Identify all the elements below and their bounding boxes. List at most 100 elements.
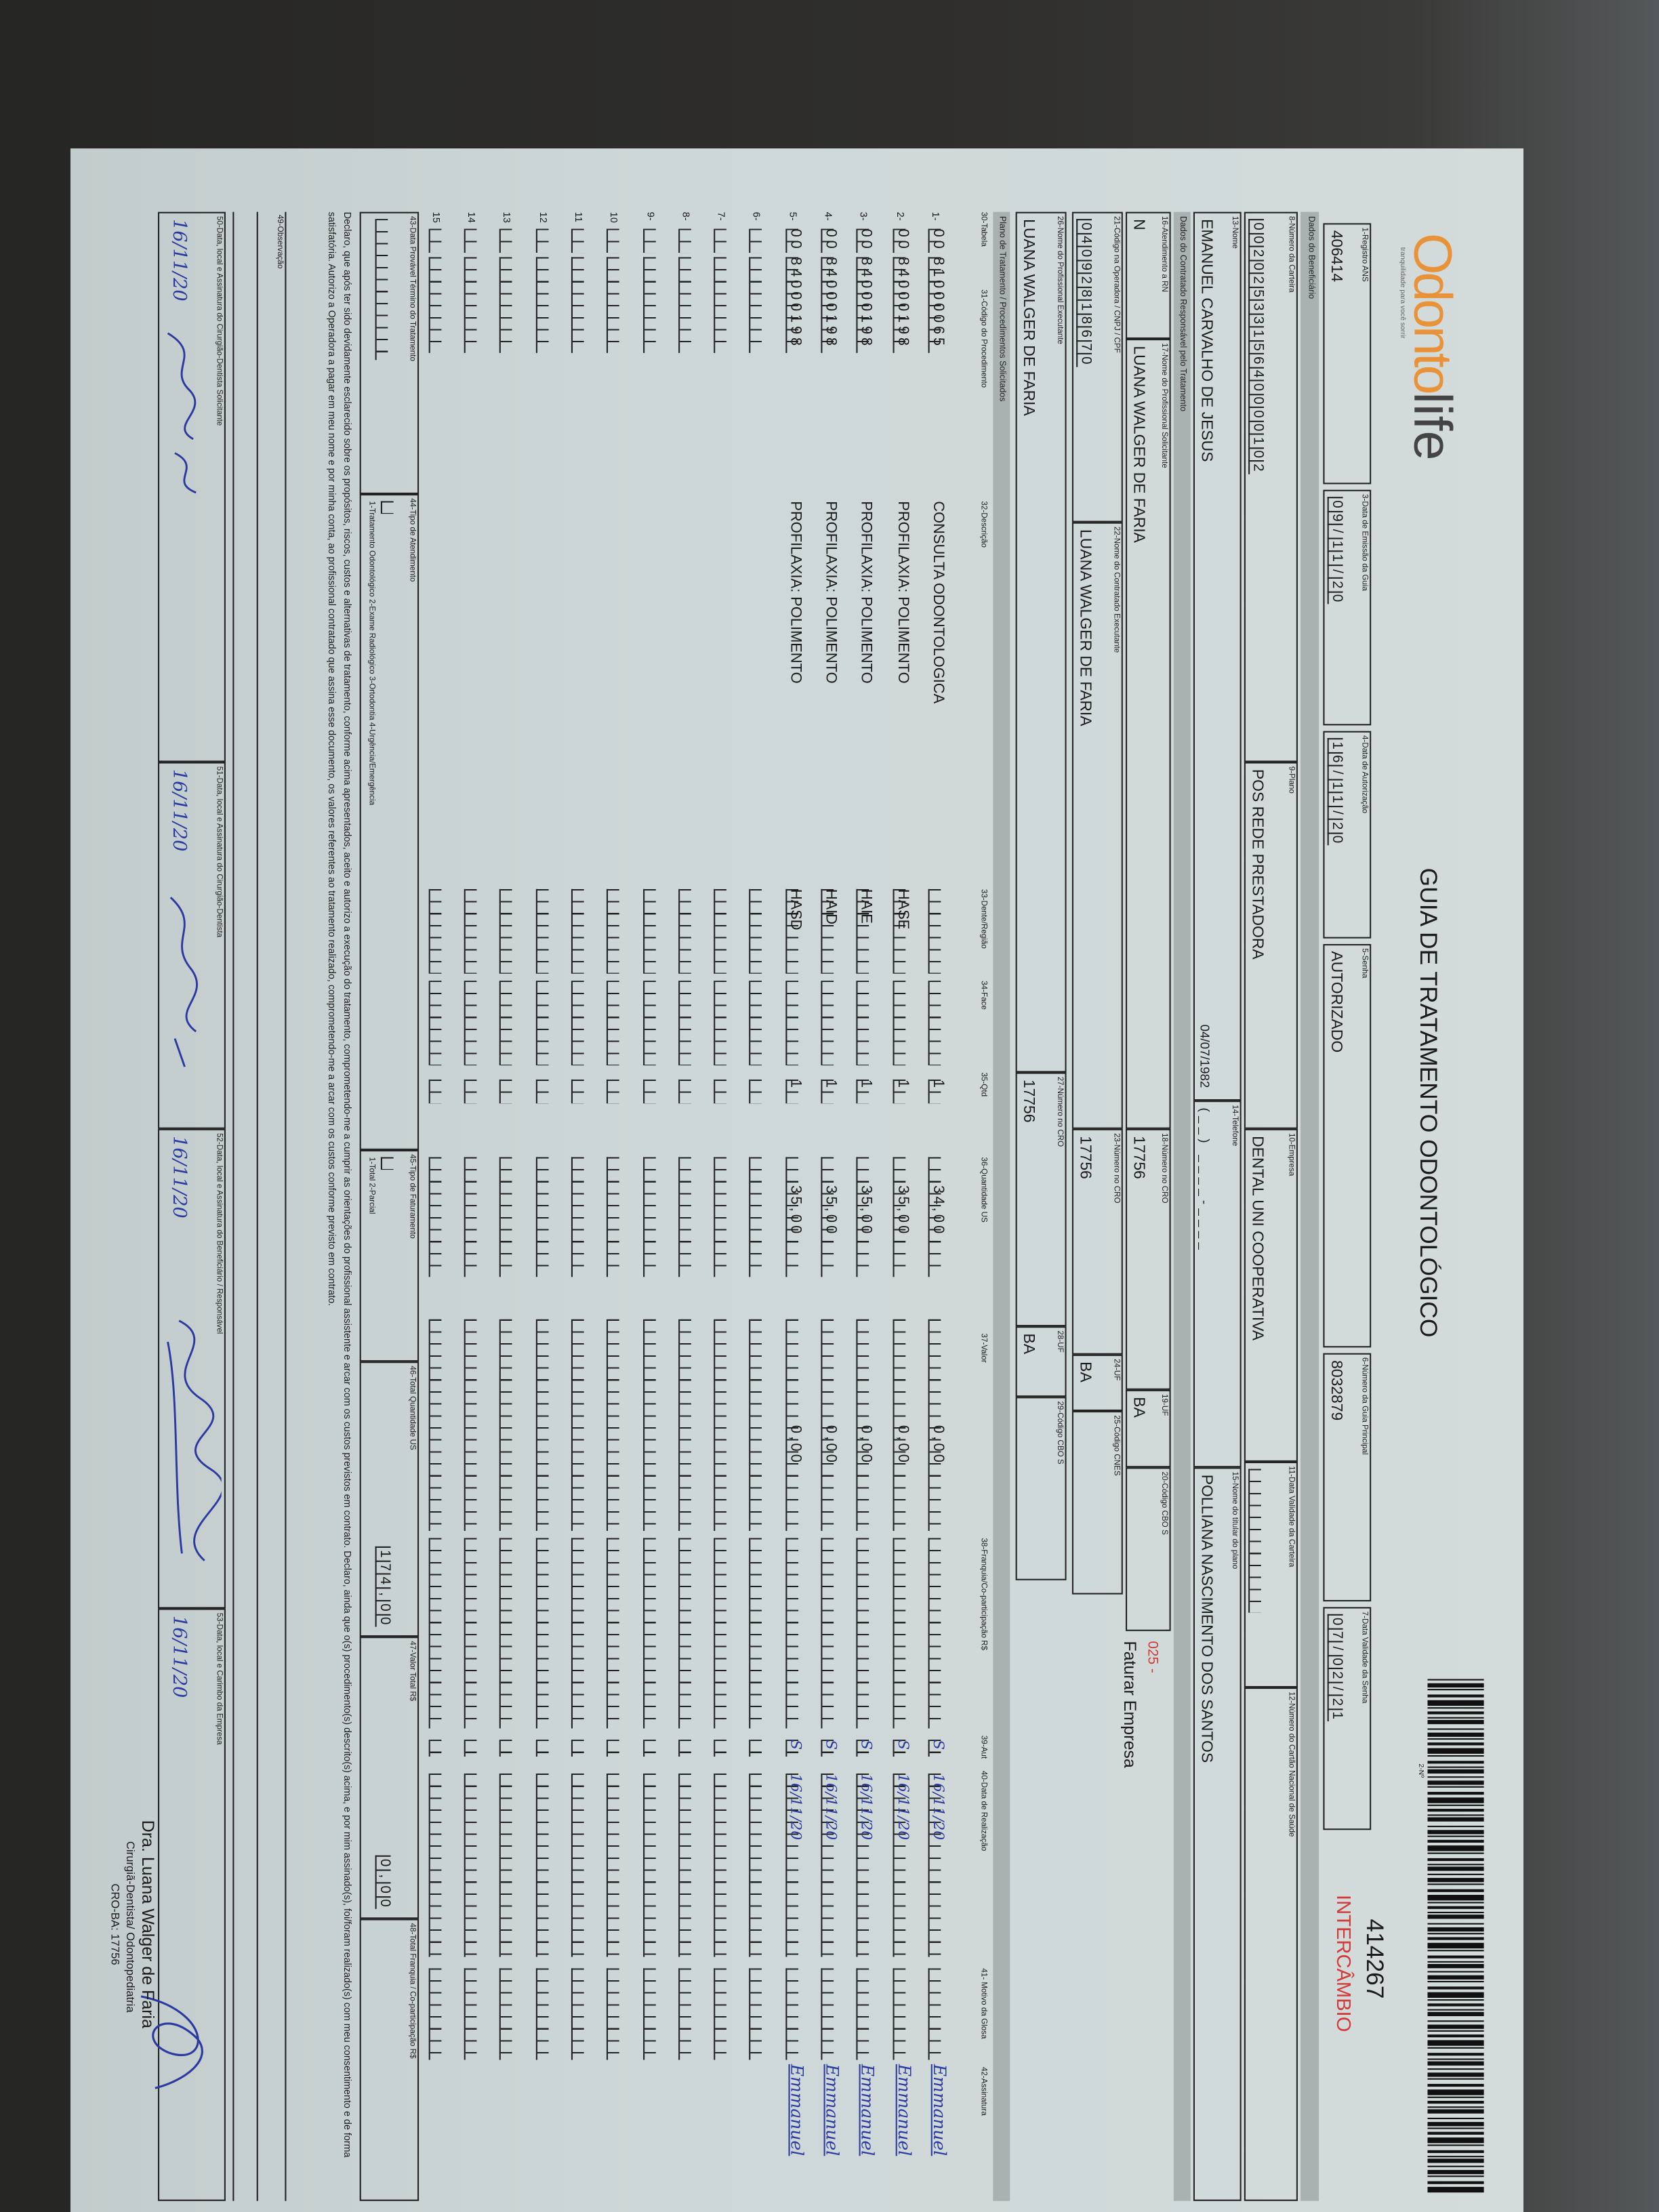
blank-cell[interactable]	[678, 1157, 691, 1277]
blank-cell[interactable]	[535, 1538, 548, 1729]
blank-cell[interactable]	[535, 1079, 548, 1104]
blank-cell[interactable]	[714, 1968, 727, 2060]
blank-cell[interactable]	[678, 1968, 691, 2060]
blank-cell[interactable]	[714, 1079, 727, 1104]
blank-cell[interactable]	[499, 1319, 513, 1531]
blank-cell[interactable]	[499, 888, 513, 974]
blank-cell[interactable]	[499, 1157, 513, 1277]
blank-cell[interactable]	[428, 1740, 442, 1757]
blank-cell[interactable]	[535, 1774, 548, 1957]
blank-cell[interactable]	[642, 1774, 656, 1957]
blank-cell[interactable]	[642, 888, 656, 974]
blank-cell[interactable]	[607, 1079, 620, 1104]
blank-cell[interactable]	[857, 981, 869, 1066]
blank-cell[interactable]	[750, 1157, 762, 1277]
blank-cell[interactable]	[714, 1157, 727, 1277]
blank-cell[interactable]	[607, 257, 620, 353]
blank-cell[interactable]	[428, 1319, 442, 1531]
blank-cell[interactable]	[857, 1968, 869, 2060]
blank-cell[interactable]	[642, 1968, 656, 2060]
blank-cell[interactable]	[750, 1740, 762, 1757]
blank-cell[interactable]	[892, 1538, 905, 1729]
blank-cell[interactable]	[428, 1079, 442, 1104]
blank-cell[interactable]	[499, 1079, 513, 1104]
blank-cell[interactable]	[714, 888, 727, 974]
blank-cell[interactable]	[678, 1538, 691, 1729]
blank-cell[interactable]	[607, 1774, 620, 1957]
blank-cell[interactable]	[642, 1079, 656, 1104]
blank-cell[interactable]	[464, 1740, 477, 1757]
blank-cell[interactable]	[535, 1740, 548, 1757]
blank-cell[interactable]	[499, 1774, 513, 1957]
blank-cell[interactable]	[464, 1157, 477, 1277]
blank-cell[interactable]	[678, 257, 691, 353]
blank-cell[interactable]	[714, 257, 727, 353]
blank-cell[interactable]	[571, 888, 584, 974]
blank-cell[interactable]	[928, 1968, 941, 2060]
blank-cell[interactable]	[750, 257, 762, 353]
blank-cell[interactable]	[464, 257, 477, 353]
blank-cell[interactable]	[928, 981, 941, 1066]
blank-cell[interactable]	[571, 257, 584, 353]
blank-cell[interactable]	[571, 1774, 584, 1957]
blank-cell[interactable]	[750, 1319, 762, 1531]
blank-cell[interactable]	[464, 1319, 477, 1531]
blank-cell[interactable]	[678, 981, 691, 1066]
blank-cell[interactable]	[714, 1740, 727, 1757]
blank-cell[interactable]	[642, 1740, 656, 1757]
blank-cell[interactable]	[571, 1079, 584, 1104]
blank-cell[interactable]	[464, 1079, 477, 1104]
blank-cell[interactable]	[642, 1157, 656, 1277]
blank-cell[interactable]	[535, 888, 548, 974]
blank-cell[interactable]	[428, 1157, 442, 1277]
blank-cell[interactable]	[750, 888, 762, 974]
blank-cell[interactable]	[535, 981, 548, 1066]
blank-cell[interactable]	[535, 1157, 548, 1277]
blank-cell[interactable]	[892, 1968, 905, 2060]
blank-cell[interactable]	[714, 1319, 727, 1531]
blank-cell[interactable]	[499, 1538, 513, 1729]
blank-cell[interactable]	[928, 1538, 941, 1729]
blank-cell[interactable]	[821, 981, 834, 1066]
blank-cell[interactable]	[678, 228, 691, 253]
blank-cell[interactable]	[642, 1319, 656, 1531]
blank-cell[interactable]	[714, 981, 727, 1066]
blank-cell[interactable]	[571, 1538, 584, 1729]
blank-cell[interactable]	[607, 888, 620, 974]
blank-cell[interactable]	[499, 228, 513, 253]
blank-cell[interactable]	[571, 1319, 584, 1531]
blank-cell[interactable]	[607, 1538, 620, 1729]
blank-cell[interactable]	[535, 257, 548, 353]
blank-cell[interactable]	[571, 981, 584, 1066]
blank-cell[interactable]	[464, 1774, 477, 1957]
blank-cell[interactable]	[571, 1740, 584, 1757]
blank-cell[interactable]	[499, 257, 513, 353]
blank-cell[interactable]	[642, 228, 656, 253]
blank-cell[interactable]	[428, 1968, 442, 2060]
blank-cell[interactable]	[571, 1968, 584, 2060]
blank-cell[interactable]	[464, 1538, 477, 1729]
blank-cell[interactable]	[607, 1157, 620, 1277]
blank-cell[interactable]	[678, 888, 691, 974]
blank-cell[interactable]	[607, 1319, 620, 1531]
checkbox[interactable]	[380, 501, 394, 514]
blank-cell[interactable]	[821, 1968, 834, 2060]
blank-cell[interactable]	[642, 1538, 656, 1729]
blank-cell[interactable]	[750, 1774, 762, 1957]
blank-cell[interactable]	[642, 981, 656, 1066]
blank-cell[interactable]	[607, 1740, 620, 1757]
blank-cell[interactable]	[642, 257, 656, 353]
blank-cell[interactable]	[750, 1968, 762, 2060]
blank-cell[interactable]	[428, 1538, 442, 1729]
blank-cell[interactable]	[535, 1319, 548, 1531]
blank-cell[interactable]	[750, 981, 762, 1066]
blank-cell[interactable]	[607, 981, 620, 1066]
blank-cell[interactable]	[714, 1774, 727, 1957]
blank-cell[interactable]	[428, 228, 442, 253]
blank-cell[interactable]	[428, 1774, 442, 1957]
blank-cell[interactable]	[535, 228, 548, 253]
blank-cell[interactable]	[464, 981, 477, 1066]
blank-cell[interactable]	[571, 1157, 584, 1277]
blank-cell[interactable]	[464, 228, 477, 253]
blank-cell[interactable]	[499, 981, 513, 1066]
